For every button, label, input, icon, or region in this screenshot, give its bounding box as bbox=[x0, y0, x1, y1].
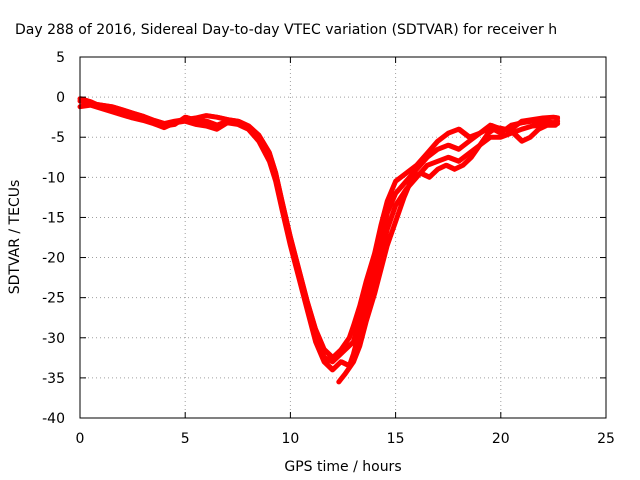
series-line-pass-d-jitter bbox=[339, 122, 558, 382]
data-series bbox=[77, 96, 561, 385]
x-tick-label: 20 bbox=[492, 431, 510, 447]
y-tick-label: -15 bbox=[42, 210, 65, 226]
grid-lines bbox=[80, 57, 606, 418]
series-line-pass-c-jitter bbox=[80, 96, 560, 362]
series-line-pass-b bbox=[77, 102, 561, 373]
y-tick-label: -30 bbox=[42, 331, 65, 347]
x-tick-label: 0 bbox=[76, 431, 85, 447]
y-tick-label: -35 bbox=[42, 371, 65, 387]
y-tick-label: -25 bbox=[42, 291, 65, 307]
x-tick-label: 15 bbox=[387, 431, 405, 447]
x-tick-label: 5 bbox=[181, 431, 190, 447]
x-tick-label: 25 bbox=[597, 431, 615, 447]
y-tick-label: -40 bbox=[42, 411, 65, 427]
y-tick-label: -10 bbox=[42, 170, 65, 186]
series-line-pass-b-jitter bbox=[80, 102, 560, 370]
chart-title: Day 288 of 2016, Sidereal Day-to-day VTE… bbox=[15, 22, 557, 38]
y-axis-label: SDTVAR / TECUs bbox=[7, 180, 23, 295]
y-tick-label: -20 bbox=[42, 251, 65, 267]
x-axis-label: GPS time / hours bbox=[284, 459, 401, 475]
axis-ticks bbox=[79, 56, 607, 419]
y-tick-label: -5 bbox=[51, 130, 65, 146]
y-tick-label: 5 bbox=[56, 50, 65, 66]
x-tick-label: 10 bbox=[281, 431, 299, 447]
plot-frame bbox=[79, 56, 607, 419]
y-tick-label: 0 bbox=[56, 90, 65, 106]
